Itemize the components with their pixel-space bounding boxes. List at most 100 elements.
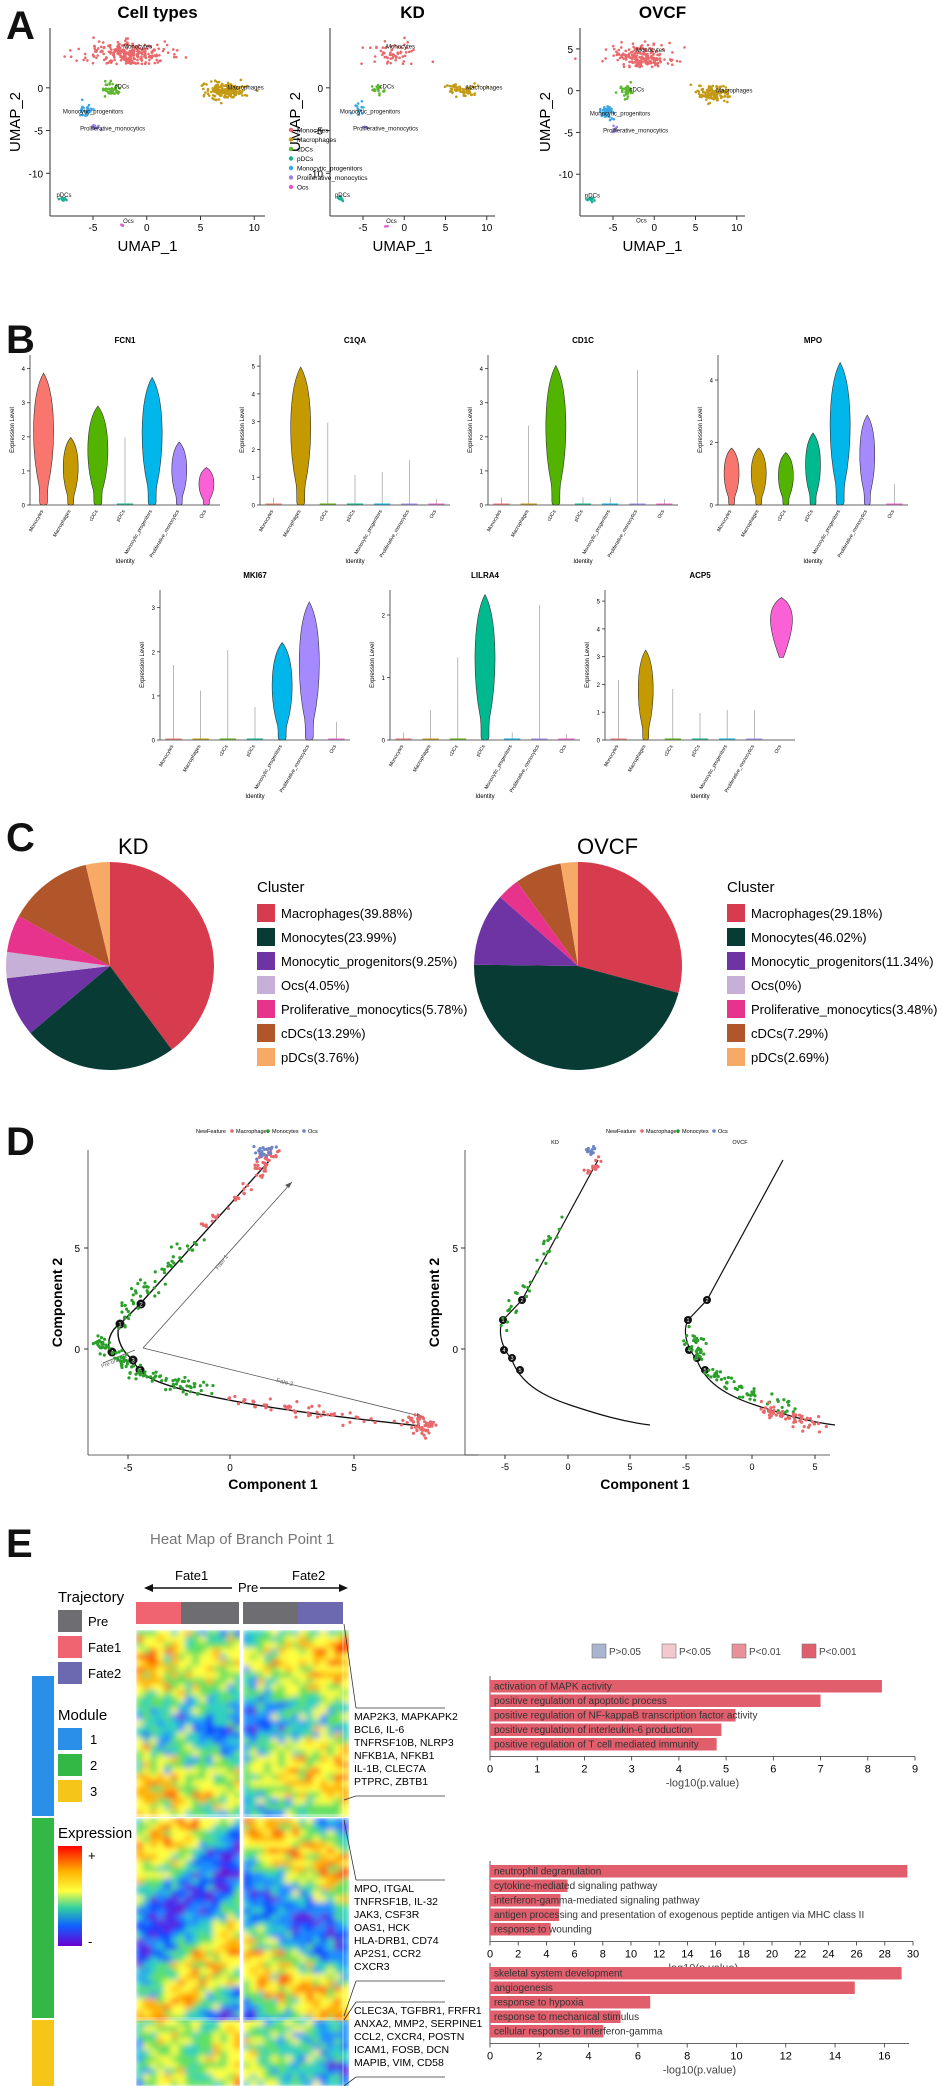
heatmap-cell xyxy=(234,1980,242,1987)
enrichment-term: activation of MAPK activity xyxy=(494,1682,612,1693)
heatmap-cell xyxy=(299,1804,307,1811)
heatmap-cell xyxy=(150,1654,158,1661)
heatmap-cell xyxy=(271,1986,279,1993)
umap-point xyxy=(648,60,652,64)
heatmap-cell xyxy=(243,1926,251,1933)
heatmap-cell xyxy=(178,1902,186,1909)
heatmap-cell xyxy=(143,1884,151,1891)
traj-node xyxy=(115,1319,125,1329)
umap-point xyxy=(101,88,105,92)
heatmap-cell xyxy=(143,1842,151,1849)
heatmap-cell xyxy=(327,1756,335,1763)
heatmap-cell xyxy=(292,1926,300,1933)
heatmap-cell xyxy=(157,2080,165,2086)
violin-x-tick-label: Monocytes xyxy=(716,509,734,533)
violin-y-label: Expression Level xyxy=(240,407,246,453)
heatmap-cell xyxy=(320,1878,328,1885)
heatmap-cell xyxy=(206,1636,214,1643)
heatmap-cell xyxy=(320,1956,328,1963)
umap-point xyxy=(340,198,344,201)
heatmap-cell xyxy=(285,1884,293,1891)
heatmap-cell xyxy=(164,2062,172,2069)
heatmap-cell xyxy=(136,1756,144,1763)
heatmap-cell xyxy=(192,2020,200,2027)
heatmap-cell xyxy=(157,1956,165,1963)
umap-point xyxy=(656,61,660,65)
violin-x-tick-label: Proliferative_monocytics xyxy=(724,744,757,794)
bar-x-tick-label: 24 xyxy=(822,1949,834,1961)
heatmap-module3-right xyxy=(243,2020,349,2086)
heatmap-cell xyxy=(306,1872,314,1879)
heatmap-cell xyxy=(192,1714,200,1721)
heatmap-cell xyxy=(313,1902,321,1909)
heatmap-cell xyxy=(292,1836,300,1843)
heatmap-cell xyxy=(250,1992,258,1999)
heatmap-cell xyxy=(278,1732,286,1739)
umap-point xyxy=(719,91,723,94)
heatmap-cell xyxy=(192,1896,200,1903)
heatmap-cell xyxy=(320,1854,328,1861)
heatmap-cell xyxy=(185,2074,193,2081)
heatmap-cell xyxy=(136,1792,144,1799)
umap-point xyxy=(670,58,674,62)
heatmap-cell xyxy=(143,1708,151,1715)
heatmap-cell xyxy=(278,1720,286,1727)
heatmap-cell xyxy=(327,2050,335,2057)
heatmap-cell xyxy=(157,1660,165,1667)
heatmap-cell xyxy=(299,2062,307,2069)
traj-point xyxy=(515,1291,519,1295)
panel-letter-a: A xyxy=(6,4,35,48)
heatmap-cell xyxy=(220,1786,228,1793)
heatmap-cell xyxy=(143,1792,151,1799)
heatmap-cell xyxy=(313,1926,321,1933)
heatmap-cell xyxy=(320,1732,328,1739)
heatmap-cell xyxy=(313,1950,321,1957)
heatmap-cell xyxy=(306,2074,314,2081)
heatmap-cell xyxy=(278,1836,286,1843)
heatmap-cell xyxy=(178,1750,186,1757)
heatmap-cell xyxy=(313,1798,321,1805)
heatmap-cell xyxy=(199,1890,207,1897)
heatmap-cell xyxy=(341,1836,349,1843)
bar-x-tick-label: 8 xyxy=(600,1949,606,1961)
heatmap-cell xyxy=(320,1762,328,1769)
heatmap-cell xyxy=(250,1944,258,1951)
heatmap-cell xyxy=(136,2004,144,2011)
pie-legend-label: cDCs(7.29%) xyxy=(751,1026,828,1041)
traj-legend-swatch xyxy=(712,1129,716,1133)
heatmap-cell xyxy=(327,1884,335,1891)
heatmap-cell xyxy=(306,1672,314,1679)
heatmap-cell xyxy=(206,1872,214,1879)
heatmap-cell xyxy=(278,2016,286,2023)
heatmap-cell xyxy=(320,2068,328,2075)
umap-point xyxy=(619,46,623,49)
heatmap-cell xyxy=(257,2080,265,2086)
heatmap-cell xyxy=(199,1842,207,1849)
heatmap-cell xyxy=(313,2074,321,2081)
heatmap-cell xyxy=(250,1738,258,1745)
heatmap-cell xyxy=(178,1714,186,1721)
umap-point xyxy=(125,60,128,64)
heatmap-cell xyxy=(327,1962,335,1969)
heatmap-cell xyxy=(234,1654,242,1661)
umap-point xyxy=(626,95,630,98)
violin-x-tick-label: cDCs xyxy=(546,509,558,523)
gene-label: JAK3, CSF3R xyxy=(354,1909,420,1921)
heatmap-cell xyxy=(334,1744,342,1751)
heatmap-cell xyxy=(178,1926,186,1933)
heatmap-cell xyxy=(313,2062,321,2069)
heatmap-cell xyxy=(157,1896,165,1903)
traj-point xyxy=(131,1364,135,1368)
heatmap-cell xyxy=(341,2062,349,2069)
heatmap-cell xyxy=(136,1708,144,1715)
traj-point xyxy=(194,1243,199,1247)
umap-y-tick-label: 0 xyxy=(37,84,43,95)
umap-point xyxy=(711,84,715,88)
heatmap-cell xyxy=(271,1804,279,1811)
heatmap-cell xyxy=(243,1980,251,1987)
umap-y-label: UMAP_2 xyxy=(537,92,554,152)
violin-x-tick-label: pDCs xyxy=(573,509,585,523)
heatmap-cell xyxy=(257,1932,265,1939)
umap-point xyxy=(705,98,708,101)
heatmap-cell xyxy=(257,1630,265,1637)
